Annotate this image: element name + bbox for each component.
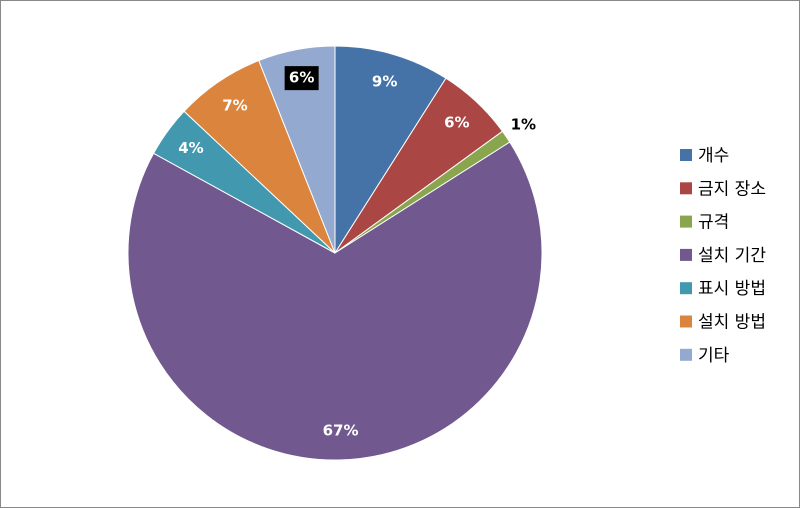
- pie-slice: [127, 141, 543, 461]
- data-label: 6%: [444, 114, 469, 132]
- legend-label: 설치 방법: [698, 313, 766, 333]
- legend-label: 규격: [698, 213, 729, 233]
- data-label: 9%: [372, 73, 397, 91]
- legend-swatch: [680, 282, 692, 295]
- legend-swatch: [680, 315, 692, 328]
- pie-slice: [258, 45, 336, 254]
- data-label: 6%: [289, 69, 314, 87]
- label-box: [284, 66, 319, 91]
- legend-swatch: [680, 248, 692, 261]
- data-label: 67%: [323, 421, 359, 439]
- legend-label: 금지 장소: [698, 179, 766, 199]
- legend-label: 기타: [698, 346, 730, 366]
- pie-slice: [334, 45, 447, 255]
- legend-label: 개수: [698, 146, 729, 166]
- data-label: 4%: [178, 139, 203, 157]
- legend-swatch: [680, 149, 692, 161]
- legend-swatch: [680, 348, 692, 361]
- legend-label: 표시 방법: [698, 279, 766, 299]
- legend-label: 설치 기간: [698, 246, 766, 266]
- data-label: 1%: [511, 116, 536, 134]
- data-label: 7%: [222, 96, 247, 114]
- legend-swatch: [680, 182, 692, 195]
- legend-swatch: [680, 215, 692, 228]
